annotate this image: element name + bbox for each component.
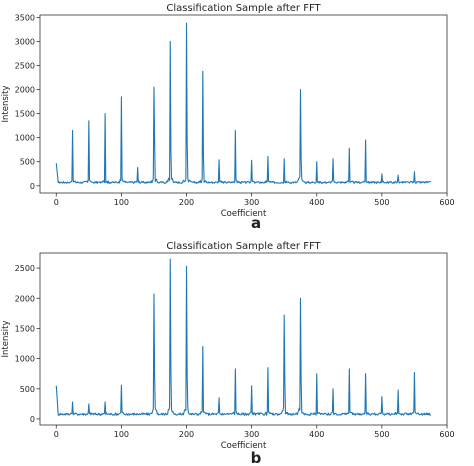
y-tick-label: 500 xyxy=(20,385,35,394)
x-axis-label: Coefficient xyxy=(221,209,267,219)
y-axis-label: Intensity xyxy=(1,86,11,123)
y-tick-label: 0 xyxy=(30,182,35,191)
x-tick-label: 500 xyxy=(374,430,389,439)
y-tick-label: 2000 xyxy=(15,294,35,303)
x-tick-label: 600 xyxy=(439,430,454,439)
axes-frame xyxy=(39,14,448,194)
axes-frame xyxy=(39,252,448,426)
y-tick-label: 1000 xyxy=(15,134,35,143)
x-tick-label: 600 xyxy=(439,198,454,207)
x-tick-label: 200 xyxy=(179,198,194,207)
y-tick-label: 2500 xyxy=(15,62,35,71)
x-axis-label: Coefficient xyxy=(221,441,267,451)
x-tick-label: 0 xyxy=(54,430,59,439)
x-tick-label: 100 xyxy=(114,198,129,207)
y-tick-label: 0 xyxy=(30,415,35,424)
y-tick-label: 1500 xyxy=(15,110,35,119)
panel-letter: a xyxy=(251,214,261,232)
y-tick-label: 500 xyxy=(20,158,35,167)
x-tick-label: 400 xyxy=(309,430,324,439)
y-tick-label: 3000 xyxy=(15,37,35,46)
panel-b: Classification Sample after FFT 0 100 200 30… xyxy=(1,241,455,466)
y-axis-label: Intensity xyxy=(1,321,11,358)
chart-title: Classification Sample after FFT xyxy=(166,241,321,252)
x-tick-label: 100 xyxy=(114,430,129,439)
x-tick-label: 300 xyxy=(244,430,259,439)
y-tick-label: 2500 xyxy=(15,264,35,273)
x-tick-label: 400 xyxy=(309,198,324,207)
y-tick-label: 1500 xyxy=(15,324,35,333)
panel-a: Classification Sample after FFT 0 100 200 30… xyxy=(1,3,455,232)
chart-title: Classification Sample after FFT xyxy=(166,3,321,14)
x-tick-label: 500 xyxy=(374,198,389,207)
x-tick-label: 300 xyxy=(244,198,259,207)
series-line xyxy=(55,22,431,184)
x-tick-label: 0 xyxy=(54,198,59,207)
x-tick-label: 200 xyxy=(179,430,194,439)
y-tick-label: 2000 xyxy=(15,86,35,95)
panel-letter: b xyxy=(251,449,262,466)
y-tick-label: 1000 xyxy=(15,355,35,364)
series-line xyxy=(55,258,431,416)
y-tick-label: 3500 xyxy=(15,13,35,22)
